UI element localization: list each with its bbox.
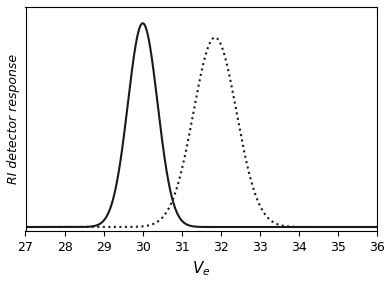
Y-axis label: RI detector response: RI detector response — [7, 54, 20, 184]
X-axis label: $V_e$: $V_e$ — [192, 259, 211, 278]
